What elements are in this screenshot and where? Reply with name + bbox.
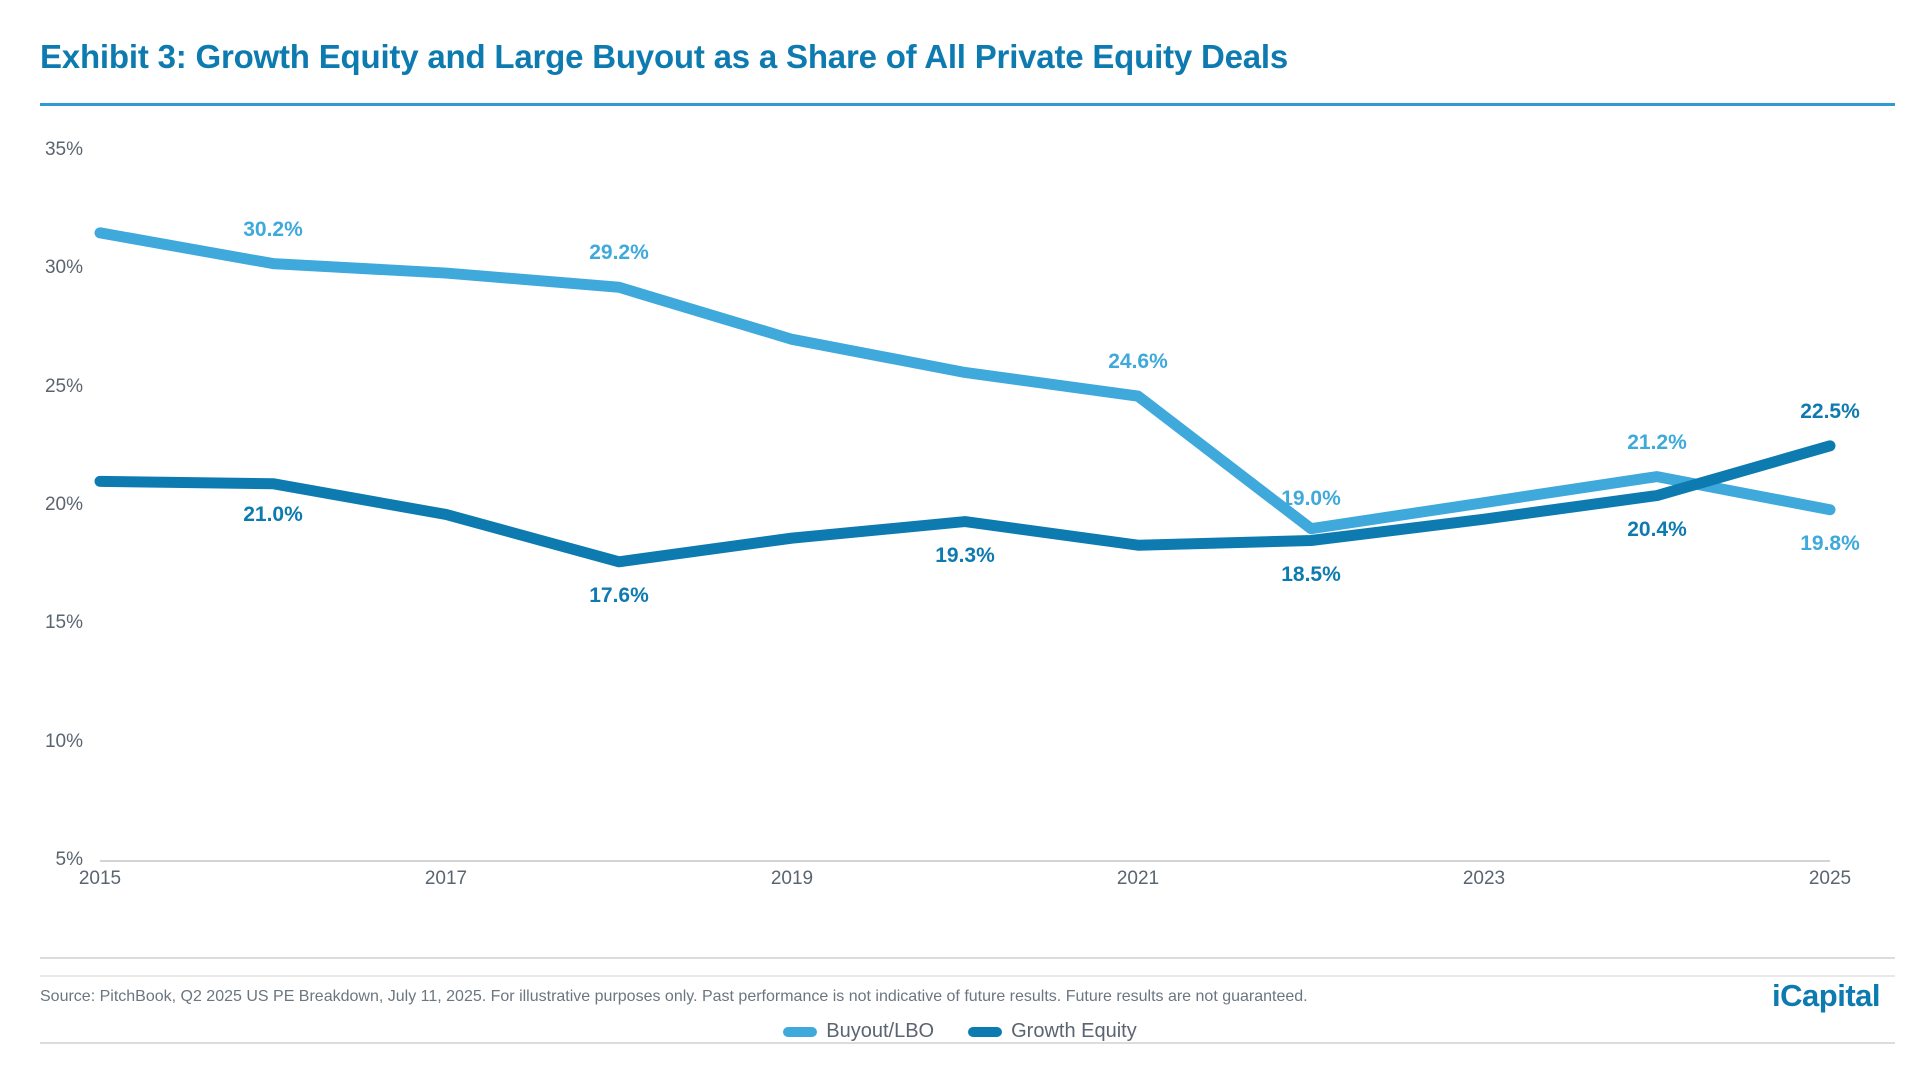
legend-label-buyout: Buyout/LBO (826, 1020, 935, 1042)
page-title: Exhibit 3: Growth Equity and Large Buyou… (40, 38, 1289, 75)
legend-item-growth[interactable]: Growth Equity (968, 1020, 1137, 1043)
x-axis-tick-2015: 2015 (78, 868, 122, 889)
y-axis-tick-10: 10% (44, 730, 83, 752)
series-line-buyout-lbo (94, 227, 1836, 535)
data-label-growth-2024: 20.4% (1627, 517, 1687, 541)
y-axis-tick-15: 15% (44, 612, 83, 634)
legend-swatch-buyout (783, 1026, 818, 1037)
data-label-buyout-2022: 19.0% (1281, 486, 1341, 510)
chart-legend: Buyout/LBO Growth Equity (0, 1020, 1920, 1043)
footer-divider-mid (40, 975, 1895, 977)
data-label-growth-2018: 17.6% (589, 583, 649, 607)
legend-label-growth: Growth Equity (1011, 1020, 1137, 1042)
y-axis-tick-30: 30% (44, 257, 83, 279)
data-label-buyout-2024: 21.2% (1627, 430, 1687, 454)
legend-swatch-growth (968, 1026, 1003, 1037)
chart-container: 5% 10% 15% 20% 25% 30% 35% 30.2% 29.2% 24.6% 19.0… (0, 120, 1920, 1042)
title-block: Exhibit 3: Growth Equity and Large Buyou… (40, 38, 1890, 76)
y-axis-tick-5: 5% (55, 849, 83, 870)
title-divider (40, 103, 1895, 106)
x-axis-line (100, 860, 1830, 862)
x-axis-tick-2019: 2019 (770, 868, 814, 889)
data-label-buyout-2021: 24.6% (1108, 350, 1168, 374)
source-note: Source: PitchBook, Q2 2025 US PE Breakdo… (40, 988, 1308, 1005)
data-label-growth-2016: 21.0% (243, 503, 303, 527)
y-axis-tick-20: 20% (44, 494, 83, 515)
x-axis-tick-2025: 2025 (1808, 868, 1852, 889)
y-axis-tick-35: 35% (44, 139, 83, 160)
y-axis: 5% 10% 15% 20% 25% 30% 35% (0, 139, 95, 870)
data-label-buyout-2025: 19.8% (1800, 531, 1860, 555)
x-axis-tick-2021: 2021 (1116, 868, 1160, 889)
line-series-svg (94, 227, 1836, 568)
x-axis-tick-2023: 2023 (1462, 868, 1506, 889)
footer-divider-top (40, 957, 1895, 959)
x-axis: 2015 2017 2019 2021 2023 2025 (79, 860, 1851, 900)
x-axis-tick-2017: 2017 (424, 868, 468, 889)
legend-item-buyout[interactable]: Buyout/LBO (783, 1020, 934, 1043)
data-label-growth-2025: 22.5% (1800, 399, 1860, 423)
data-label-growth-2022: 18.5% (1281, 562, 1341, 586)
data-label-buyout-2018: 29.2% (589, 241, 649, 265)
footer-divider-bottom (40, 1042, 1895, 1044)
data-label-buyout-2016: 30.2% (243, 217, 303, 241)
y-axis-tick-25: 25% (44, 375, 83, 397)
icapital-logo: iCapital (1772, 978, 1880, 1013)
data-label-growth-2020: 19.3% (935, 543, 995, 567)
plot-area: 30.2% 29.2% 24.6% 19.0% 21.2% 19.8% 21.0% 17.6%… (94, 150, 1860, 860)
series-line-growth-equity (94, 440, 1836, 568)
